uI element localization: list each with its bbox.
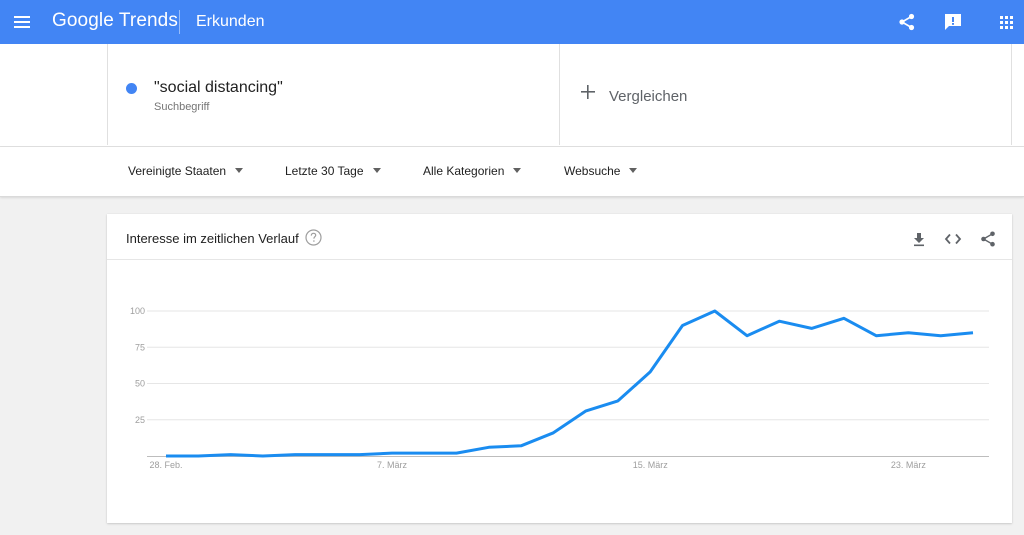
y-tick-label: 75 [135, 342, 145, 352]
chart-series [162, 307, 977, 460]
data-point[interactable] [259, 452, 267, 460]
compare-label: Vergleichen [609, 88, 688, 105]
data-point[interactable] [517, 442, 525, 450]
data-point[interactable] [485, 443, 493, 451]
caret-down-icon [235, 168, 244, 173]
card-title: Interesse im zeitlichen Verlauf [126, 231, 299, 246]
data-point[interactable] [549, 429, 557, 437]
data-point[interactable] [775, 317, 783, 325]
compare-button[interactable]: Vergleichen [559, 44, 1012, 145]
data-point[interactable] [969, 329, 977, 337]
search-type-filter-label: Websuche [564, 164, 621, 178]
data-point[interactable] [614, 397, 622, 405]
x-tick-label: 7. März [377, 460, 408, 470]
y-tick-label: 100 [130, 306, 145, 316]
data-point[interactable] [904, 329, 912, 337]
search-term: "social distancing" [154, 79, 283, 96]
data-point[interactable] [808, 324, 816, 332]
help-icon[interactable] [305, 229, 322, 246]
caret-down-icon [629, 168, 638, 173]
logo-trends-text: Trends [118, 10, 178, 31]
region-filter[interactable]: Vereinigte Staaten [128, 164, 244, 178]
filter-bar: Vereinigte Staaten Letzte 30 Tage Alle K… [0, 147, 1024, 197]
series-line[interactable] [166, 309, 974, 458]
caret-down-icon [513, 168, 522, 173]
google-trends-logo[interactable]: Google Trends [52, 9, 178, 33]
header-divider [179, 10, 180, 34]
embed-icon[interactable] [944, 230, 962, 248]
download-icon[interactable] [910, 230, 928, 248]
plus-icon [581, 85, 595, 99]
data-point[interactable] [840, 314, 848, 322]
x-tick-label: 23. März [891, 460, 927, 470]
data-point[interactable] [743, 332, 751, 340]
interest-over-time-card: Interesse im zeitlichen Verlauf 25 50 75 10… [107, 214, 1012, 523]
data-point[interactable] [323, 451, 331, 459]
section-title: Erkunden [196, 13, 265, 30]
data-point[interactable] [227, 451, 235, 459]
interest-line-chart: 25 50 75 100 28. Feb. 7. März 15. März 23. März [130, 306, 989, 470]
data-point[interactable] [194, 452, 202, 460]
data-point[interactable] [678, 322, 686, 330]
data-point[interactable] [937, 332, 945, 340]
x-tick-label: 15. März [633, 460, 669, 470]
data-point[interactable] [646, 368, 654, 376]
app-header: Google Trends Erkunden [0, 0, 1024, 44]
apps-icon[interactable] [996, 12, 1016, 32]
chart-axis-labels: 25 50 75 100 28. Feb. 7. März 15. März 23. März [130, 306, 926, 470]
data-point[interactable] [291, 451, 299, 459]
term-color-dot [126, 83, 137, 94]
search-type-filter[interactable]: Websuche [564, 164, 638, 178]
data-point[interactable] [582, 407, 590, 415]
share-icon[interactable] [979, 230, 997, 248]
category-filter-label: Alle Kategorien [423, 164, 505, 178]
category-filter[interactable]: Alle Kategorien [423, 164, 522, 178]
time-filter[interactable]: Letzte 30 Tage [285, 164, 381, 178]
time-filter-label: Letzte 30 Tage [285, 164, 364, 178]
data-point[interactable] [420, 449, 428, 457]
card-divider [107, 259, 1012, 260]
x-tick-label: 28. Feb. [149, 460, 182, 470]
share-icon[interactable] [897, 12, 917, 32]
logo-google-text: Google [52, 10, 114, 31]
feedback-icon[interactable] [943, 12, 963, 32]
region-filter-label: Vereinigte Staaten [128, 164, 227, 178]
data-point[interactable] [872, 332, 880, 340]
data-point[interactable] [711, 307, 719, 315]
menu-icon[interactable] [13, 13, 31, 31]
search-term-card[interactable]: "social distancing" Suchbegriff [107, 44, 560, 145]
chart-gridlines [147, 310, 989, 457]
caret-down-icon [372, 168, 381, 173]
y-tick-label: 25 [135, 415, 145, 425]
data-point[interactable] [356, 451, 364, 459]
data-point[interactable] [162, 452, 170, 460]
search-panel: "social distancing" Suchbegriff Vergleic… [0, 44, 1024, 147]
data-point[interactable] [453, 449, 461, 457]
data-point[interactable] [388, 449, 396, 457]
search-term-type: Suchbegriff [154, 101, 210, 113]
y-tick-label: 50 [135, 379, 145, 389]
